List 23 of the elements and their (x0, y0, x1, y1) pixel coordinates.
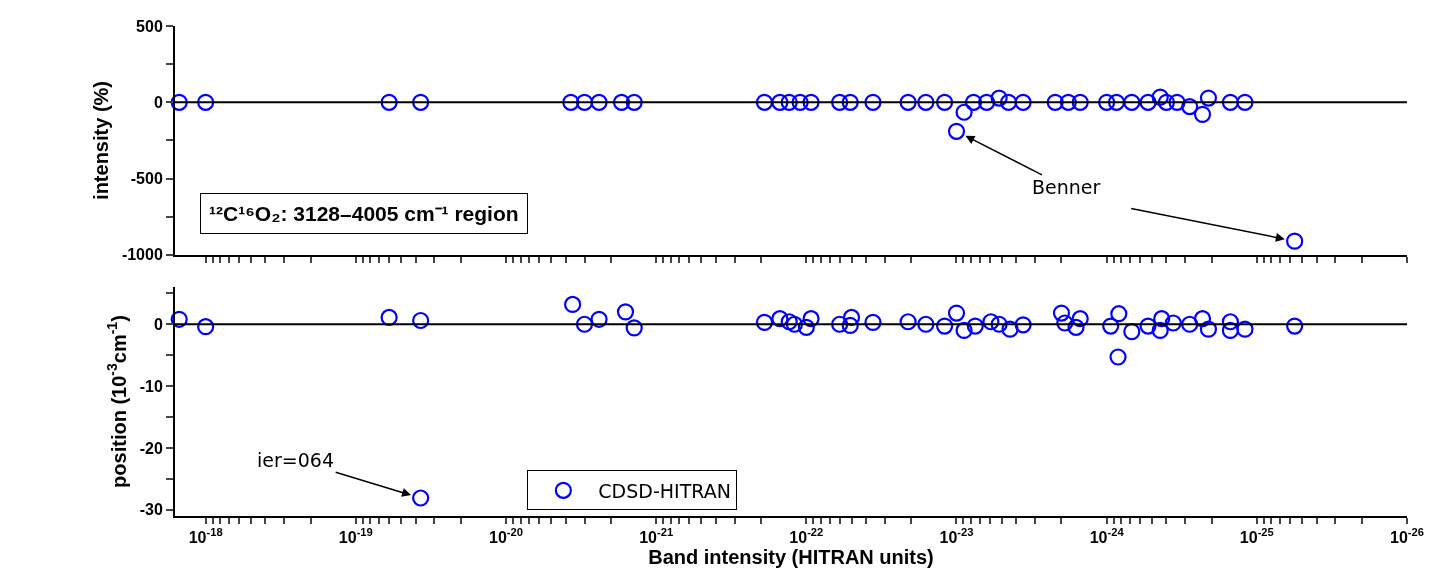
x-tick-label: 10$^{-19}$ (338, 526, 373, 547)
legend-label: CDSD-HITRAN (598, 479, 731, 502)
annotation: ¹²C¹⁶O₂: 3128–4005 cm⁻¹ region (209, 202, 519, 225)
y-tick-label: 0 (153, 315, 163, 333)
x-tick-label: 10$^{-18}$ (188, 526, 223, 547)
y-tick-label: -20 (139, 439, 163, 457)
annotation: ier=064 (257, 449, 334, 471)
x-tick-label: 10$^{-20}$ (489, 526, 523, 547)
y-tick-label: -500 (130, 170, 163, 188)
x-tick-label: 10$^{-26}$ (1390, 526, 1424, 547)
y-tick-label: 500 (136, 17, 163, 35)
x-tick-label: 10$^{-24}$ (1089, 526, 1125, 547)
x-tick-label: 10$^{-23}$ (939, 526, 974, 547)
y-axis-title: intensity (%) (89, 81, 112, 200)
y-tick-label: -30 (139, 501, 163, 519)
y-tick-label: -1000 (121, 246, 163, 264)
x-tick-label: 10$^{-22}$ (789, 526, 824, 547)
x-tick-label: 10$^{-25}$ (1239, 526, 1274, 547)
y-tick-label: -10 (139, 377, 163, 395)
x-tick-label: 10$^{-21}$ (639, 526, 674, 547)
annotation: Benner (1032, 176, 1101, 198)
y-tick-label: 0 (153, 93, 163, 111)
x-axis-title: Band intensity (HITRAN units) (648, 546, 934, 569)
